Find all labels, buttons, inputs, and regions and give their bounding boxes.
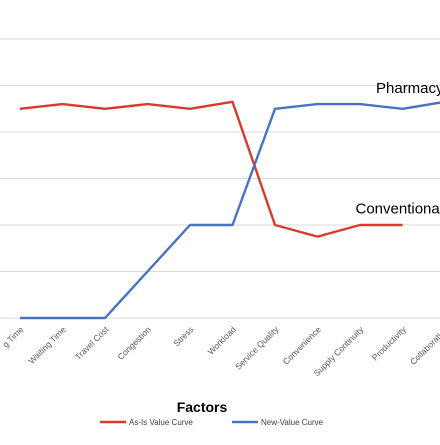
- x-tick-label: Waiting Time: [26, 324, 68, 366]
- legend-label: As-Is Value Curve: [129, 418, 193, 427]
- legend-label: New-Value Curve: [261, 418, 324, 427]
- annotation-label: Pharmacy b: [376, 80, 440, 97]
- x-tick-label: Travel Cost: [73, 324, 111, 362]
- series-line-as-is: [20, 102, 403, 237]
- x-tick-label: Productivity: [370, 324, 409, 363]
- annotations: Pharmacy b Conventional ph: [356, 80, 440, 218]
- legend: As-Is Value Curve New-Value Curve: [100, 418, 324, 427]
- x-tick-label: Collaboration: [408, 324, 440, 367]
- x-tick-label: g Time: [0, 324, 25, 349]
- x-tick-label: Congestion: [115, 324, 153, 362]
- annotation-label: Conventional ph: [356, 201, 440, 218]
- x-tick-label: Stress: [171, 324, 195, 348]
- x-tick-label: Workload: [206, 324, 239, 357]
- x-axis-title: Factors: [177, 399, 228, 415]
- x-tick-label: Convenience: [281, 324, 323, 366]
- x-tick-label: Service Quality: [233, 324, 281, 372]
- gridlines: [0, 39, 440, 318]
